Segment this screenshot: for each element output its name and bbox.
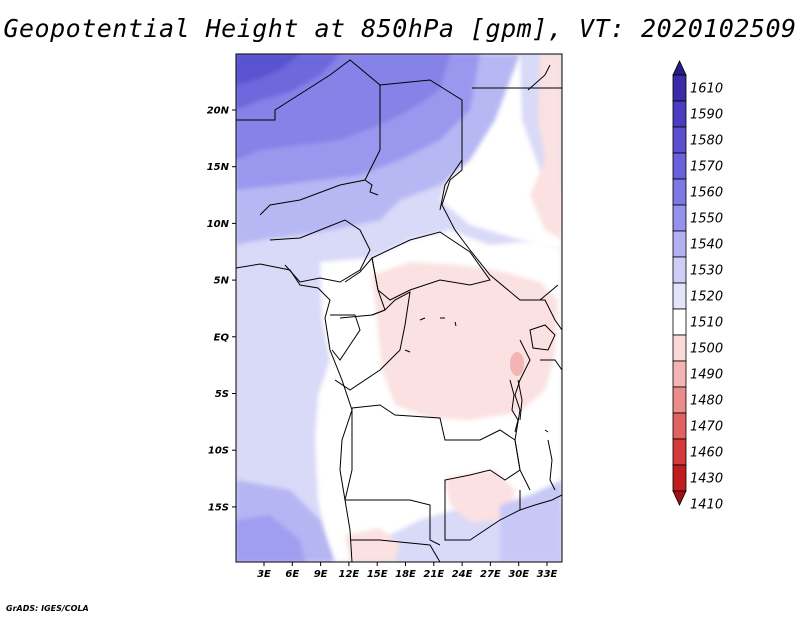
field-1580-band	[236, 54, 300, 85]
border-zambia	[444, 480, 521, 541]
lat-label: 15N	[207, 162, 230, 173]
lat-label: 20N	[207, 106, 230, 117]
border-car	[371, 231, 491, 301]
lon-label: 18E	[395, 569, 416, 580]
lat-label: EQ	[214, 332, 230, 343]
colorbar-label: 1580	[690, 134, 723, 149]
lake-victoria	[529, 324, 556, 351]
border-nigeria	[269, 219, 371, 283]
lat-label: 10N	[207, 219, 230, 230]
colorbar-cell	[672, 256, 687, 284]
colorbar-cell	[672, 386, 687, 414]
lon-label: 6E	[285, 569, 299, 580]
field-1500-east	[530, 54, 562, 240]
colorbar-bottom-arrow	[672, 490, 687, 506]
colorbar-cell	[672, 178, 687, 206]
border-north	[236, 59, 381, 216]
colorbar: 1610 1590 1580 1570 1560 1550 1540 1530 1520 1510…	[672, 60, 723, 513]
map-frame	[235, 53, 563, 563]
field-1530-se	[500, 480, 562, 562]
colorbar-cell	[672, 334, 687, 362]
height-field	[236, 54, 562, 562]
border-tanzania	[540, 359, 562, 371]
lon-label: 33E	[537, 569, 558, 580]
colorbar-cell	[672, 412, 687, 440]
lat-label: 5S	[215, 389, 229, 400]
lake-chad	[364, 179, 379, 196]
lat-label: 5N	[214, 276, 230, 287]
lon-label: 24E	[452, 569, 473, 580]
lon-label: 15E	[367, 569, 388, 580]
colorbar-label: 1480	[690, 394, 723, 409]
lon-label: 27E	[480, 569, 501, 580]
colorbar-label: 1430	[690, 472, 723, 487]
colorbar-cell	[672, 126, 687, 154]
colorbar-label: 1570	[690, 160, 723, 175]
colorbar-label: 1560	[690, 186, 723, 201]
colorbar-cell	[672, 360, 687, 388]
border-namibia	[350, 539, 441, 562]
colorbar-label: 1500	[690, 342, 723, 357]
colorbar-label: 1460	[690, 446, 723, 461]
lon-label: 12E	[339, 569, 360, 580]
colorbar-label: 1410	[690, 498, 723, 513]
latitude-axis: 20N 15N 10N 5N EQ 5S 10S 15S	[207, 106, 236, 513]
lon-label: 3E	[257, 569, 271, 580]
red-sea-coast	[527, 64, 551, 91]
colorbar-cell	[672, 100, 687, 128]
colorbar-top-arrow	[672, 60, 687, 76]
colorbar-cell	[672, 204, 687, 232]
colorbar-label: 1510	[690, 316, 723, 331]
lake-tanganyika	[509, 379, 523, 433]
lon-label: 9E	[314, 569, 328, 580]
field-1500-sw	[345, 528, 400, 562]
lake-malawi	[547, 439, 556, 491]
colorbar-cell	[672, 152, 687, 180]
lat-label: 10S	[208, 446, 229, 457]
colorbar-label: 1550	[690, 212, 723, 227]
lon-label: 30E	[508, 569, 529, 580]
field-1550-sw	[236, 515, 305, 562]
colorbar-label: 1520	[690, 290, 723, 305]
colorbar-cell	[672, 438, 687, 466]
field-1490-spot	[510, 352, 524, 376]
credit-text: GrADS: IGES/COLA	[6, 604, 89, 613]
border-east	[514, 299, 562, 491]
colorbar-cell	[672, 74, 687, 102]
colorbar-label: 1590	[690, 108, 723, 123]
colorbar-cell	[672, 230, 687, 258]
colorbar-cell	[672, 282, 687, 310]
colorbar-cell	[672, 308, 687, 336]
colorbar-cell	[672, 464, 687, 492]
border-mozambique	[519, 494, 562, 511]
lon-label: 21E	[423, 569, 444, 580]
border-drc-south	[351, 404, 521, 495]
longitude-axis: 3E 6E 9E 12E 15E 18E 21E 24E 27E 30E 33E	[257, 562, 558, 580]
border-gabon	[330, 314, 361, 361]
colorbar-label: 1610	[690, 82, 723, 97]
lake-spots	[404, 317, 549, 433]
field-1500-congo	[372, 262, 558, 420]
colorbar-label: 1540	[690, 238, 723, 253]
colorbar-label: 1490	[690, 368, 723, 383]
colorbar-label: 1530	[690, 264, 723, 279]
map-title: Geopotential Height at 850hPa [gpm], VT:…	[3, 14, 797, 43]
lat-label: 15S	[208, 502, 229, 513]
field-1500-south	[445, 470, 515, 522]
border-angola	[344, 408, 441, 546]
colorbar-label: 1470	[690, 420, 723, 435]
borders	[236, 59, 562, 562]
border-congo	[334, 291, 411, 391]
